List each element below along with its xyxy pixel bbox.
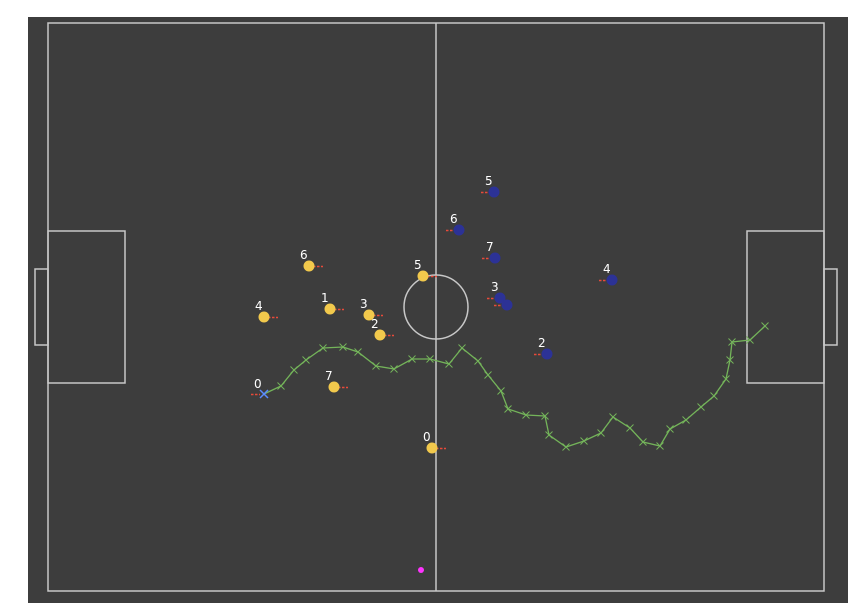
home-player-label: 5 <box>414 258 422 272</box>
trajectory-path <box>263 322 769 451</box>
trajectory-point <box>656 442 664 450</box>
away-player-label: 6 <box>450 212 458 226</box>
home-player-label: 4 <box>255 299 263 313</box>
trajectory-point <box>666 425 674 433</box>
home-player-marker <box>374 329 386 341</box>
home-player-label: 7 <box>325 369 333 383</box>
away-player: 2 <box>534 336 553 360</box>
trajectory-point <box>474 357 482 365</box>
trajectory-point <box>497 387 505 395</box>
trajectory-point <box>580 437 588 445</box>
trajectory-point <box>761 322 769 330</box>
right-goal <box>823 268 838 346</box>
home-player-label: 6 <box>300 248 308 262</box>
ball-layer <box>418 567 424 573</box>
trajectory-point <box>597 429 605 437</box>
trajectory-point <box>408 355 416 363</box>
trajectory-point <box>458 344 466 352</box>
home-player-marker <box>258 311 270 323</box>
away-player-label: 3 <box>491 280 499 294</box>
ball <box>418 567 424 573</box>
away-player-marker <box>494 292 506 304</box>
away-player: 4 <box>599 262 618 286</box>
trajectory-point <box>302 356 310 364</box>
left-goal <box>34 268 49 346</box>
field-background <box>28 17 848 603</box>
home-player-marker <box>303 260 315 272</box>
away-player-marker <box>501 299 513 311</box>
trajectory-point <box>639 438 647 446</box>
away-player <box>494 299 513 311</box>
trajectory-point <box>339 343 347 351</box>
away-player: 7 <box>482 240 501 264</box>
trajectory-point <box>541 412 549 420</box>
away-player-marker <box>606 274 618 286</box>
away-team: 2 3 4 5 6 7 <box>446 174 618 360</box>
trajectory-point <box>522 411 530 419</box>
home-player-marker <box>426 442 438 454</box>
away-player-marker <box>453 224 465 236</box>
field-markings <box>34 22 838 592</box>
agent-x-marker <box>259 389 269 399</box>
home-player-marker <box>417 270 429 282</box>
home-player-label: 2 <box>371 317 379 331</box>
trajectory-point <box>626 424 634 432</box>
home-player: 6 <box>300 248 323 272</box>
trajectory-point <box>609 413 617 421</box>
trajectory-point <box>545 431 553 439</box>
away-player: 6 <box>446 212 465 236</box>
away-player-marker <box>489 252 501 264</box>
home-player: 7 <box>325 369 348 393</box>
trajectory-point <box>484 371 492 379</box>
trajectory-point <box>726 356 734 364</box>
home-player-label: 3 <box>360 297 368 311</box>
trajectory-point <box>277 382 285 390</box>
trajectory-point <box>354 348 362 356</box>
home-player: 5 <box>414 258 437 282</box>
trajectory-point <box>445 360 453 368</box>
agent-label: 0 <box>254 377 262 391</box>
trajectory-point <box>682 416 690 424</box>
away-player: 3 <box>487 280 506 304</box>
trajectory-point <box>426 355 434 363</box>
away-player-label: 7 <box>486 240 494 254</box>
home-player: 3 <box>360 297 383 321</box>
trajectory-point <box>710 392 718 400</box>
home-player-label: 1 <box>321 291 329 305</box>
trajectory-point <box>504 405 512 413</box>
home-player-marker <box>363 309 375 321</box>
home-player: 2 <box>371 317 394 341</box>
trajectory-point <box>372 362 380 370</box>
center-circle <box>403 274 469 340</box>
home-player-label: 0 <box>423 430 431 444</box>
trajectory-point <box>697 403 705 411</box>
away-player-label: 5 <box>485 174 493 188</box>
home-player-marker <box>324 303 336 315</box>
trajectory-point <box>728 338 736 346</box>
trajectory-point <box>390 365 398 373</box>
trajectory-point <box>746 336 754 344</box>
away-player-marker <box>488 186 500 198</box>
home-player-marker <box>328 381 340 393</box>
trajectory-point <box>319 344 327 352</box>
trajectory-point <box>562 443 570 451</box>
away-player-marker <box>541 348 553 360</box>
controlled-agent: 0 <box>251 377 269 399</box>
trajectory-point <box>290 366 298 374</box>
home-player: 1 <box>321 291 344 315</box>
home-player: 0 <box>423 430 446 454</box>
home-player: 4 <box>255 299 278 323</box>
away-player: 5 <box>481 174 500 198</box>
trajectory-point <box>722 375 730 383</box>
away-player-label: 4 <box>603 262 611 276</box>
away-player-label: 2 <box>538 336 546 350</box>
